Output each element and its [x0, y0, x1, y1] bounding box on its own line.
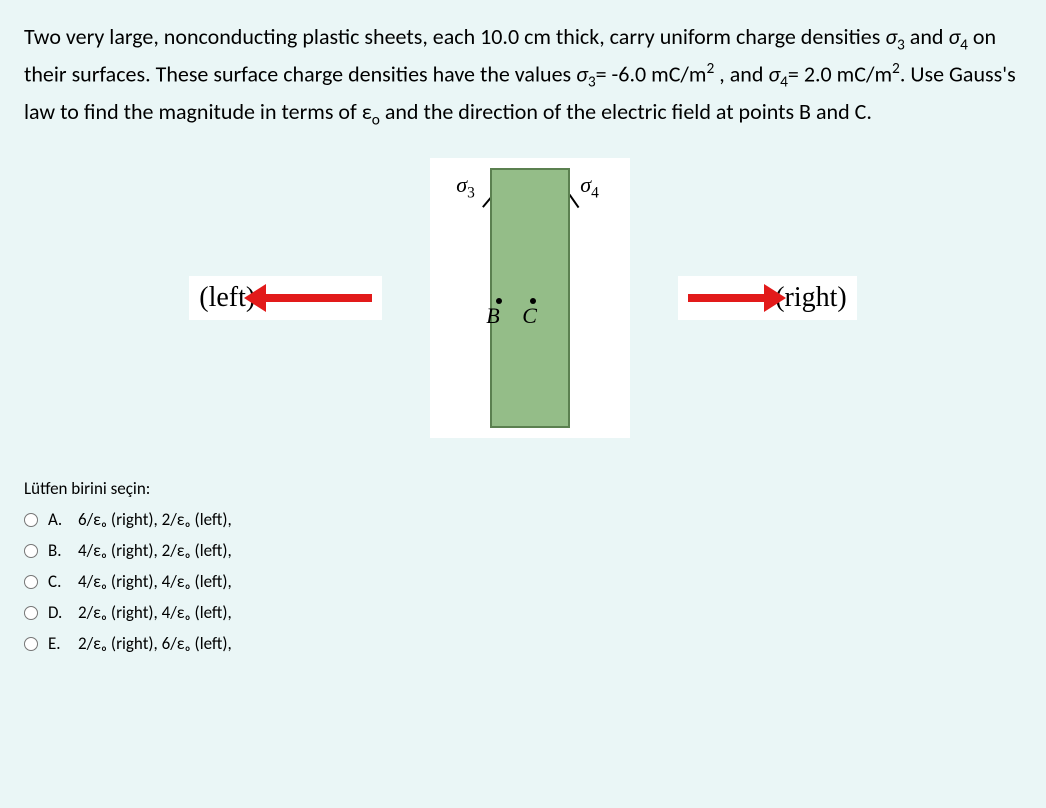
choice-letter-d: D.: [48, 602, 72, 623]
choice-letter-b: B.: [48, 540, 72, 561]
question-text: Two very large, nonconducting plastic sh…: [24, 20, 1022, 132]
choice-row-e[interactable]: E. 2/εₒ (right), 6/εₒ (left),: [24, 633, 1022, 654]
point-c-label: C: [522, 303, 537, 329]
left-direction-label: (left): [189, 276, 382, 320]
choice-letter-e: E.: [48, 633, 72, 654]
arrow-left-icon: [262, 294, 372, 302]
q-comma: , and: [714, 61, 768, 88]
choice-prompt: Lütfen birini seçin:: [24, 478, 1022, 499]
figure-area: (left) σ3 σ4 B C (right): [24, 148, 1022, 448]
sigma4-label-sub: 4: [591, 185, 599, 202]
radio-e[interactable]: [24, 637, 38, 651]
radio-d[interactable]: [24, 606, 38, 620]
choice-text-d: 2/εₒ (right), 4/εₒ (left),: [78, 602, 232, 623]
choice-row-c[interactable]: C. 4/εₒ (right), 4/εₒ (left),: [24, 571, 1022, 592]
s3-val: = -6.0 mC/m: [596, 61, 707, 88]
choice-row-b[interactable]: B. 4/εₒ (right), 2/εₒ (left),: [24, 540, 1022, 561]
radio-b[interactable]: [24, 544, 38, 558]
radio-a[interactable]: [24, 513, 38, 527]
choice-text-a: 6/εₒ (right), 2/εₒ (left),: [78, 509, 232, 530]
eps-sub: o: [372, 110, 380, 129]
point-b-label: B: [486, 303, 499, 329]
radio-c[interactable]: [24, 575, 38, 589]
sigma3-label-sub: 3: [467, 185, 475, 202]
sigma3-label: σ3: [456, 172, 475, 202]
choice-letter-a: A.: [48, 509, 72, 530]
choice-text-e: 2/εₒ (right), 6/εₒ (left),: [78, 633, 232, 654]
sigma4-sub: 4: [960, 35, 968, 54]
sigma4-label-sym: σ: [580, 172, 591, 197]
choice-row-a[interactable]: A. 6/εₒ (right), 2/εₒ (left),: [24, 509, 1022, 530]
tick-sigma4-icon: [569, 194, 580, 208]
q-part-1: Two very large, nonconducting plastic sh…: [24, 23, 885, 50]
q-and-1: and: [905, 23, 949, 50]
right-direction-label: (right): [678, 276, 857, 320]
sq-2: 2: [892, 59, 900, 78]
s4eq-sym: σ: [768, 61, 780, 88]
s3eq-sub: 3: [588, 73, 596, 92]
q-part-4: and the direction of the electric field …: [380, 98, 872, 125]
choice-row-d[interactable]: D. 2/εₒ (right), 4/εₒ (left),: [24, 602, 1022, 623]
choice-text-c: 4/εₒ (right), 4/εₒ (left),: [78, 571, 232, 592]
choice-letter-c: C.: [48, 571, 72, 592]
s3eq-sym: σ: [576, 61, 588, 88]
sigma3-sym: σ: [885, 23, 897, 50]
sigma3-label-sym: σ: [456, 172, 467, 197]
s4eq-sub: 4: [780, 73, 788, 92]
slab-diagram: σ3 σ4 B C: [430, 158, 630, 438]
choice-text-b: 4/εₒ (right), 2/εₒ (left),: [78, 540, 232, 561]
sigma4-label: σ4: [580, 172, 599, 202]
sigma3-sub: 3: [897, 35, 905, 54]
arrow-right-icon: [688, 294, 768, 302]
choices-area: Lütfen birini seçin: A. 6/εₒ (right), 2/…: [24, 478, 1022, 654]
s4-val: = 2.0 mC/m: [788, 61, 892, 88]
sigma4-sym: σ: [948, 23, 960, 50]
